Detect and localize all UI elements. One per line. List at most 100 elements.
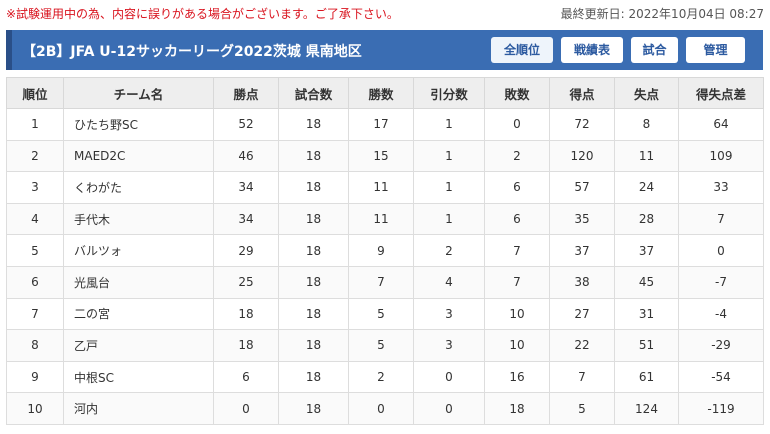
- played-cell: 18: [278, 108, 349, 141]
- column-header-rank[interactable]: 順位: [6, 77, 64, 109]
- table-row: 3 くわがた 34 18 11 1 6 57 24 33: [6, 171, 764, 204]
- goals-against-cell: 31: [614, 297, 679, 331]
- standings-table: 順位 チーム名 勝点 試合数 勝数 引分数 敗数 得点 失点 得失点差 1 ひたち…: [6, 77, 764, 425]
- points-cell: 6: [213, 360, 279, 394]
- losses-cell: 2: [484, 139, 550, 173]
- draws-cell: 1: [413, 139, 485, 173]
- points-cell: 18: [213, 297, 279, 331]
- wins-cell: 15: [348, 139, 414, 173]
- table-row: 7 二の宮 18 18 5 3 10 27 31 -4: [6, 297, 764, 331]
- team-name-cell[interactable]: ひたち野SC: [63, 108, 214, 141]
- rank-cell: 9: [6, 360, 64, 394]
- column-header-played[interactable]: 試合数: [278, 77, 349, 109]
- played-cell: 18: [278, 392, 349, 425]
- played-cell: 18: [278, 265, 349, 299]
- team-name-cell[interactable]: 手代木: [63, 202, 214, 236]
- column-header-goals-for[interactable]: 得点: [549, 77, 615, 109]
- goals-against-cell: 8: [614, 108, 679, 141]
- losses-cell: 7: [484, 234, 550, 267]
- goals-for-cell: 72: [549, 108, 615, 141]
- played-cell: 18: [278, 139, 349, 173]
- admin-button[interactable]: 管理: [686, 37, 745, 63]
- team-name-cell[interactable]: バルツォ: [63, 234, 214, 267]
- column-header-goal-difference[interactable]: 得失点差: [678, 77, 764, 109]
- goals-against-cell: 61: [614, 360, 679, 394]
- team-name-cell[interactable]: 乙戸: [63, 329, 214, 362]
- team-name-cell[interactable]: 二の宮: [63, 297, 214, 331]
- draws-cell: 0: [413, 360, 485, 394]
- last-updated: 最終更新日: 2022年10月04日 08:27: [560, 7, 764, 21]
- goals-for-cell: 5: [549, 392, 615, 425]
- table-row: 10 河内 0 18 0 0 18 5 124 -119: [6, 392, 764, 425]
- draws-cell: 1: [413, 202, 485, 236]
- wins-cell: 5: [348, 329, 414, 362]
- goals-against-cell: 24: [614, 171, 679, 204]
- goals-against-cell: 45: [614, 265, 679, 299]
- rank-cell: 4: [6, 202, 64, 236]
- goal-difference-cell: -119: [678, 392, 764, 425]
- wins-cell: 11: [348, 202, 414, 236]
- column-header-draws[interactable]: 引分数: [413, 77, 485, 109]
- top-bar: ※試験運用中の為、内容に誤りがある場合がございます。ご了承下さい。 最終更新日:…: [0, 0, 770, 24]
- goal-difference-cell: -4: [678, 297, 764, 331]
- points-cell: 0: [213, 392, 279, 425]
- goal-difference-cell: 64: [678, 108, 764, 141]
- points-cell: 52: [213, 108, 279, 141]
- draws-cell: 3: [413, 329, 485, 362]
- column-header-losses[interactable]: 敗数: [484, 77, 550, 109]
- points-cell: 46: [213, 139, 279, 173]
- draws-cell: 1: [413, 108, 485, 141]
- wins-cell: 11: [348, 171, 414, 204]
- losses-cell: 0: [484, 108, 550, 141]
- team-name-cell[interactable]: MAED2C: [63, 139, 214, 173]
- table-row: 9 中根SC 6 18 2 0 16 7 61 -54: [6, 360, 764, 394]
- goals-for-cell: 7: [549, 360, 615, 394]
- goal-difference-cell: -29: [678, 329, 764, 362]
- rank-cell: 7: [6, 297, 64, 331]
- goal-difference-cell: -7: [678, 265, 764, 299]
- played-cell: 18: [278, 360, 349, 394]
- draws-cell: 4: [413, 265, 485, 299]
- column-header-wins[interactable]: 勝数: [348, 77, 414, 109]
- goals-for-cell: 22: [549, 329, 615, 362]
- all-standings-button[interactable]: 全順位: [491, 37, 553, 63]
- header-accent: [6, 30, 12, 70]
- goals-for-cell: 120: [549, 139, 615, 173]
- rank-cell: 6: [6, 265, 64, 299]
- rank-cell: 8: [6, 329, 64, 362]
- goal-difference-cell: 109: [678, 139, 764, 173]
- matches-button[interactable]: 試合: [631, 37, 678, 63]
- goals-for-cell: 35: [549, 202, 615, 236]
- team-name-cell[interactable]: くわがた: [63, 171, 214, 204]
- results-table-button[interactable]: 戦績表: [561, 37, 623, 63]
- table-row: 1 ひたち野SC 52 18 17 1 0 72 8 64: [6, 108, 764, 141]
- team-name-cell[interactable]: 光風台: [63, 265, 214, 299]
- losses-cell: 18: [484, 392, 550, 425]
- team-name-cell[interactable]: 中根SC: [63, 360, 214, 394]
- points-cell: 29: [213, 234, 279, 267]
- goals-against-cell: 124: [614, 392, 679, 425]
- league-header: 【2B】JFA U-12サッカーリーグ2022茨城 県南地区 全順位 戦績表 試…: [6, 30, 763, 70]
- points-cell: 34: [213, 171, 279, 204]
- rank-cell: 2: [6, 139, 64, 173]
- table-header-row: 順位 チーム名 勝点 試合数 勝数 引分数 敗数 得点 失点 得失点差: [6, 77, 764, 109]
- team-name-cell[interactable]: 河内: [63, 392, 214, 425]
- goals-against-cell: 37: [614, 234, 679, 267]
- draws-cell: 3: [413, 297, 485, 331]
- table-row: 4 手代木 34 18 11 1 6 35 28 7: [6, 202, 764, 236]
- draws-cell: 1: [413, 171, 485, 204]
- goal-difference-cell: -54: [678, 360, 764, 394]
- wins-cell: 17: [348, 108, 414, 141]
- goal-difference-cell: 7: [678, 202, 764, 236]
- goals-for-cell: 37: [549, 234, 615, 267]
- column-header-points[interactable]: 勝点: [213, 77, 279, 109]
- played-cell: 18: [278, 297, 349, 331]
- league-title: 【2B】JFA U-12サッカーリーグ2022茨城 県南地区: [22, 44, 362, 60]
- column-header-team[interactable]: チーム名: [63, 77, 214, 109]
- rank-cell: 10: [6, 392, 64, 425]
- wins-cell: 2: [348, 360, 414, 394]
- column-header-goals-against[interactable]: 失点: [614, 77, 679, 109]
- table-row: 2 MAED2C 46 18 15 1 2 120 11 109: [6, 139, 764, 173]
- draws-cell: 2: [413, 234, 485, 267]
- losses-cell: 10: [484, 297, 550, 331]
